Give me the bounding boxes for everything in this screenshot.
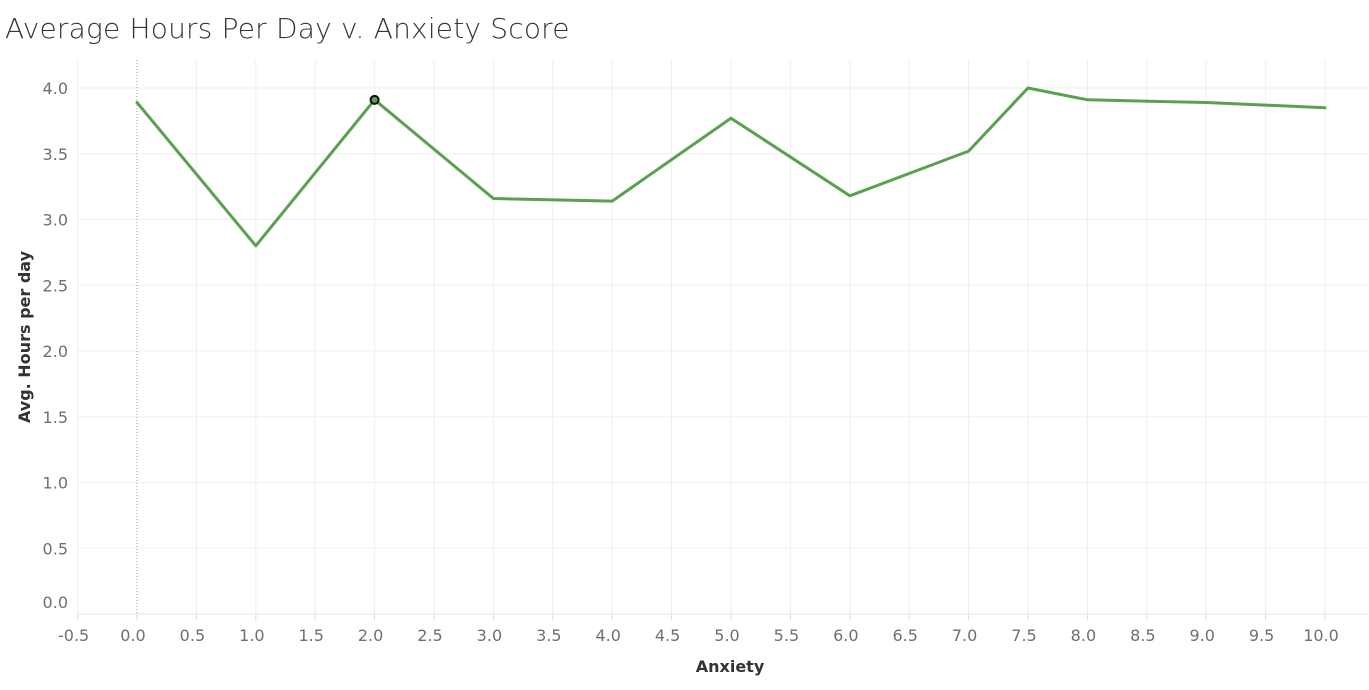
x-tick-label: 4.0: [595, 626, 620, 645]
x-tick-label: 0.5: [180, 626, 205, 645]
chart-title: Average Hours Per Day v. Anxiety Score: [5, 12, 570, 45]
x-tick-label: 3.5: [536, 626, 561, 645]
x-tick-label: 5.5: [774, 626, 799, 645]
label-layer: -0.5 0.0 0.5 1.0 1.5 2.0 2.5 3.0 3.5 4.0 4.5 5.0 5.5…: [43, 79, 1339, 645]
series-layer: [135, 86, 1327, 248]
axis-layer: [77, 60, 1368, 620]
x-tick-label: 1.5: [298, 626, 323, 645]
y-tick-label: 2.0: [43, 342, 68, 361]
x-tick-label: 7.5: [1011, 626, 1036, 645]
data-point: [611, 200, 614, 203]
x-tick-label: -0.5: [58, 626, 89, 645]
y-tick-label: 3.0: [43, 211, 68, 230]
data-point: [1086, 98, 1089, 101]
data-point: [492, 197, 495, 200]
x-tick-label: 2.5: [417, 626, 442, 645]
x-tick-label: 8.5: [1130, 626, 1155, 645]
highlighted-data-point: [369, 94, 380, 105]
y-tick-label: 1.5: [43, 408, 68, 427]
y-tick-label: 2.5: [43, 276, 68, 295]
x-tick-label: 9.0: [1189, 626, 1214, 645]
data-point: [1324, 106, 1327, 109]
x-tick-label: 2.0: [358, 626, 383, 645]
data-point: [1027, 87, 1030, 90]
grid-layer: [77, 60, 1368, 614]
y-tick-label: 3.5: [43, 145, 68, 164]
y-tick-label: 1.0: [43, 474, 68, 493]
x-tick-label: 0.0: [120, 626, 145, 645]
data-point: [1205, 101, 1208, 104]
y-tick-label: 4.0: [43, 79, 68, 98]
x-tick-label: 9.5: [1249, 626, 1274, 645]
data-point: [136, 101, 139, 104]
x-tick-label: 7.0: [952, 626, 977, 645]
x-tick-label: 4.5: [655, 626, 680, 645]
x-axis-title: Anxiety: [696, 657, 765, 676]
data-point: [254, 244, 257, 247]
x-tick-label: 5.0: [714, 626, 739, 645]
data-point: [967, 150, 970, 153]
data-point: [730, 117, 733, 120]
y-tick-label: 0.5: [43, 539, 68, 558]
x-tick-label: 10.0: [1303, 626, 1339, 645]
series-line: [135, 86, 1327, 248]
y-tick-label: 0.0: [43, 593, 68, 612]
data-point: [848, 194, 851, 197]
x-tick-label: 8.0: [1071, 626, 1096, 645]
x-tick-label: 3.0: [477, 626, 502, 645]
x-tick-label: 1.0: [239, 626, 264, 645]
y-axis-title: Avg. Hours per day: [15, 250, 34, 423]
x-tick-label: 6.0: [833, 626, 858, 645]
x-tick-label: 6.5: [892, 626, 917, 645]
